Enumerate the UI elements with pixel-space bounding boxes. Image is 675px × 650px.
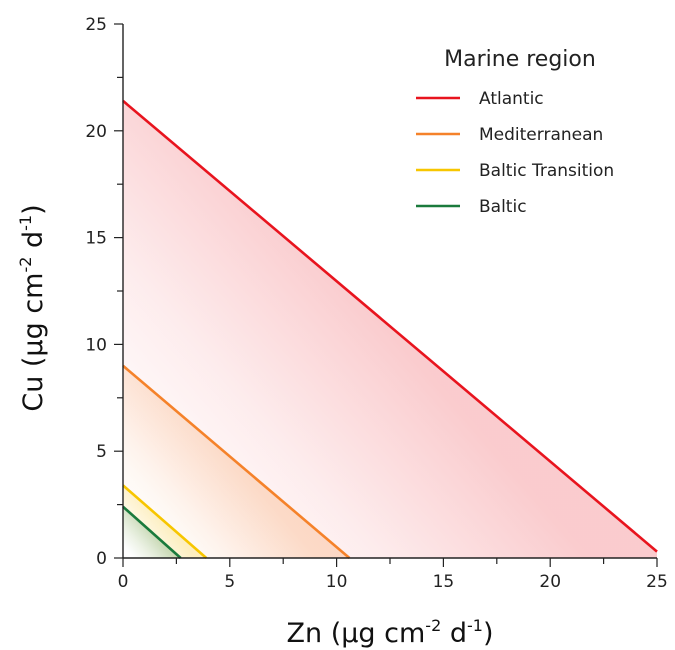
y-tick-label: 5 bbox=[96, 442, 107, 462]
x-tick-label: 5 bbox=[224, 572, 235, 592]
x-tick-label: 0 bbox=[118, 572, 129, 592]
x-tick-label: 10 bbox=[326, 572, 348, 592]
y-tick-label: 10 bbox=[85, 335, 107, 355]
series-lines bbox=[122, 99, 658, 559]
x-axis-title: Zn (μg cm-2 d-1) bbox=[287, 616, 494, 649]
legend-label-baltic-transition: Baltic Transition bbox=[479, 161, 614, 181]
y-tick-label: 0 bbox=[96, 549, 107, 569]
x-tick-label: 25 bbox=[646, 572, 668, 592]
legend-label-mediterranean: Mediterranean bbox=[479, 125, 603, 145]
y-tick-label: 15 bbox=[85, 229, 107, 249]
x-tick-label: 20 bbox=[539, 572, 561, 592]
legend-label-baltic: Baltic bbox=[479, 197, 527, 217]
series-line-baltic bbox=[122, 505, 182, 559]
y-axis-title: Cu (μg cm-2 d-1) bbox=[16, 204, 49, 411]
series-line-baltic-transition bbox=[122, 484, 208, 559]
legend-label-atlantic: Atlantic bbox=[479, 89, 544, 109]
legend-title: Marine region bbox=[444, 47, 596, 72]
legend: Marine region Atlantic Mediterranean Baltic… bbox=[416, 47, 614, 217]
x-tick-label: 15 bbox=[433, 572, 455, 592]
series-line-atlantic bbox=[122, 99, 658, 553]
y-tick-label: 20 bbox=[85, 122, 107, 142]
y-tick-label: 25 bbox=[85, 15, 107, 35]
axes: 0 5 10 15 20 25 0 5 10 15 20 25 bbox=[85, 15, 667, 592]
series-line-mediterranean bbox=[122, 364, 351, 559]
